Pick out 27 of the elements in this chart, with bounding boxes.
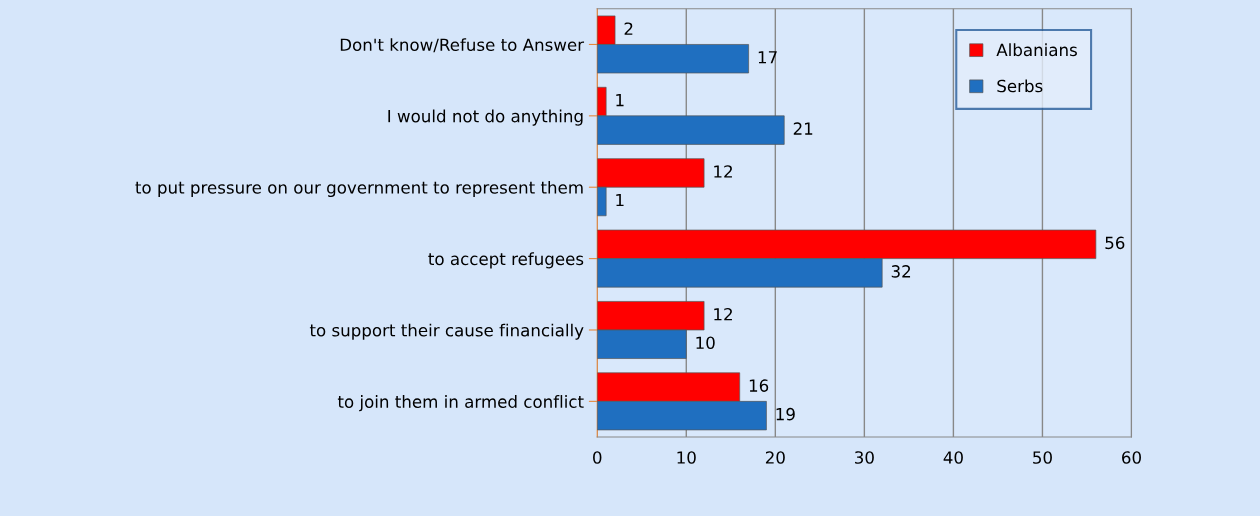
x-tick-label: 10 [677, 451, 696, 464]
x-tick-label: 20 [765, 451, 785, 464]
y-tick-label: Don't know/Refuse to Answer [340, 38, 585, 53]
y-tick-label: I would not do anything [388, 109, 583, 126]
y-tick-label: to put pressure on our government to represent them [135, 180, 583, 198]
y-tick-label: to support their cause financially [309, 323, 584, 340]
data-label: 12 [714, 165, 732, 178]
data-label: 56 [1105, 236, 1125, 250]
data-label: 16 [749, 379, 769, 392]
data-label: 12 [714, 307, 732, 321]
x-tick-label: 30 [855, 451, 874, 464]
data-label: 19 [776, 407, 795, 421]
x-tick-label: 0 [593, 451, 602, 464]
data-label: 1 [616, 193, 624, 207]
x-tick-label: 50 [1033, 451, 1052, 464]
data-label: 1 [616, 94, 624, 107]
data-label: 32 [891, 265, 911, 278]
legend-label: Albanians [996, 43, 1077, 57]
data-label: 2 [624, 22, 633, 35]
y-tick-label: to join them in armed conflict [337, 395, 584, 412]
data-label: 10 [696, 336, 715, 350]
legend-label: Serbs [997, 79, 1043, 93]
data-label: 21 [793, 122, 813, 135]
data-label: 17 [758, 51, 777, 64]
x-tick-label: 40 [943, 451, 963, 464]
y-tick-label: to accept refugees [428, 252, 584, 269]
x-tick-label: 60 [1122, 451, 1141, 464]
